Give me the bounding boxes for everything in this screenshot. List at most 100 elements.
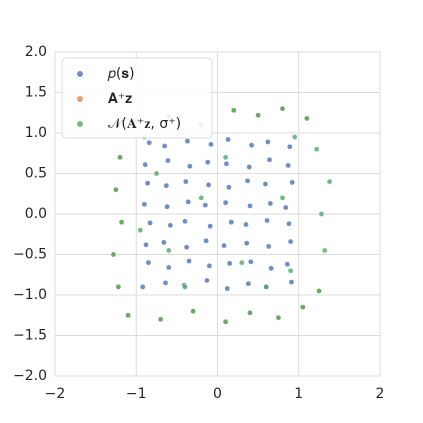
- point: [246, 164, 252, 170]
- legend-label: 𝐀⁺𝐳: [108, 91, 132, 107]
- y-tick-label: −0.5: [13, 247, 47, 263]
- point: [190, 308, 196, 315]
- y-tick-label: 0.5: [25, 166, 47, 182]
- point: [157, 316, 164, 323]
- legend-marker: [77, 96, 83, 102]
- point: [202, 202, 209, 208]
- point: [137, 227, 144, 233]
- point: [165, 157, 171, 164]
- point: [268, 265, 274, 272]
- point: [255, 112, 261, 118]
- point: [142, 161, 148, 168]
- point: [206, 263, 213, 269]
- point: [204, 277, 210, 284]
- point: [265, 139, 271, 145]
- legend-marker: [77, 121, 83, 127]
- point: [184, 138, 191, 144]
- point: [316, 288, 322, 294]
- point: [207, 223, 213, 229]
- point: [167, 222, 174, 229]
- point: [226, 184, 232, 191]
- point: [182, 284, 188, 290]
- point: [226, 260, 233, 267]
- point: [279, 105, 286, 112]
- point: [222, 199, 229, 206]
- point: [304, 115, 310, 122]
- point: [183, 178, 189, 185]
- point: [282, 204, 289, 211]
- x-tick-label: 2: [376, 386, 385, 402]
- point: [183, 244, 190, 251]
- y-tick-label: −1.0: [13, 287, 47, 303]
- point: [164, 203, 170, 210]
- point: [326, 178, 333, 185]
- point: [221, 242, 227, 249]
- point: [146, 139, 153, 146]
- point: [186, 258, 192, 264]
- point: [321, 247, 328, 254]
- point: [143, 241, 149, 248]
- point: [165, 264, 172, 271]
- point: [248, 258, 254, 265]
- point: [264, 217, 270, 224]
- point: [287, 267, 294, 274]
- point: [300, 304, 306, 310]
- legend-box: [61, 57, 213, 139]
- point: [275, 314, 282, 321]
- point: [113, 186, 119, 193]
- legend-label: 𝒩(𝐀⁺𝐳, σ⁺): [108, 116, 181, 132]
- point: [115, 284, 122, 290]
- point: [243, 240, 250, 246]
- x-tick-label: 1: [294, 386, 303, 402]
- point: [185, 199, 192, 205]
- point: [125, 312, 131, 319]
- point: [243, 221, 249, 228]
- x-tick-label: −2: [45, 386, 66, 402]
- point: [224, 285, 231, 292]
- y-tick-label: 2.0: [25, 44, 47, 60]
- point: [284, 261, 291, 268]
- point: [266, 156, 273, 163]
- x-tick-label: 0: [213, 386, 222, 402]
- point: [141, 201, 148, 208]
- point: [291, 134, 298, 140]
- point: [247, 203, 253, 209]
- point: [245, 280, 252, 287]
- point: [230, 107, 237, 114]
- point: [285, 162, 291, 169]
- legend-label: 𝑝(𝐬): [107, 66, 135, 82]
- y-tick-label: −1.5: [13, 328, 47, 344]
- point: [145, 259, 152, 266]
- point: [162, 280, 169, 286]
- point: [287, 238, 294, 245]
- series: [110, 105, 333, 325]
- point: [222, 154, 229, 161]
- point: [248, 142, 255, 148]
- point: [204, 159, 211, 165]
- point: [208, 141, 214, 148]
- point: [163, 182, 170, 189]
- point: [118, 219, 125, 225]
- y-tick-label: 1.0: [25, 125, 47, 141]
- point: [222, 318, 229, 325]
- point: [289, 179, 296, 186]
- legend-marker: [77, 71, 83, 77]
- point: [239, 259, 245, 266]
- y-tick-label: 0.0: [25, 206, 47, 222]
- point: [318, 211, 325, 217]
- point: [165, 247, 172, 254]
- point: [161, 239, 167, 246]
- y-tick-label: −2.0: [13, 368, 47, 384]
- point: [161, 143, 168, 149]
- point: [287, 143, 293, 150]
- point: [198, 194, 205, 201]
- y-tick-label: 1.5: [25, 85, 47, 101]
- point: [244, 177, 251, 184]
- point: [147, 220, 153, 226]
- point: [225, 136, 231, 143]
- point: [153, 170, 160, 177]
- point: [279, 194, 286, 201]
- point: [313, 146, 320, 152]
- point: [228, 219, 235, 225]
